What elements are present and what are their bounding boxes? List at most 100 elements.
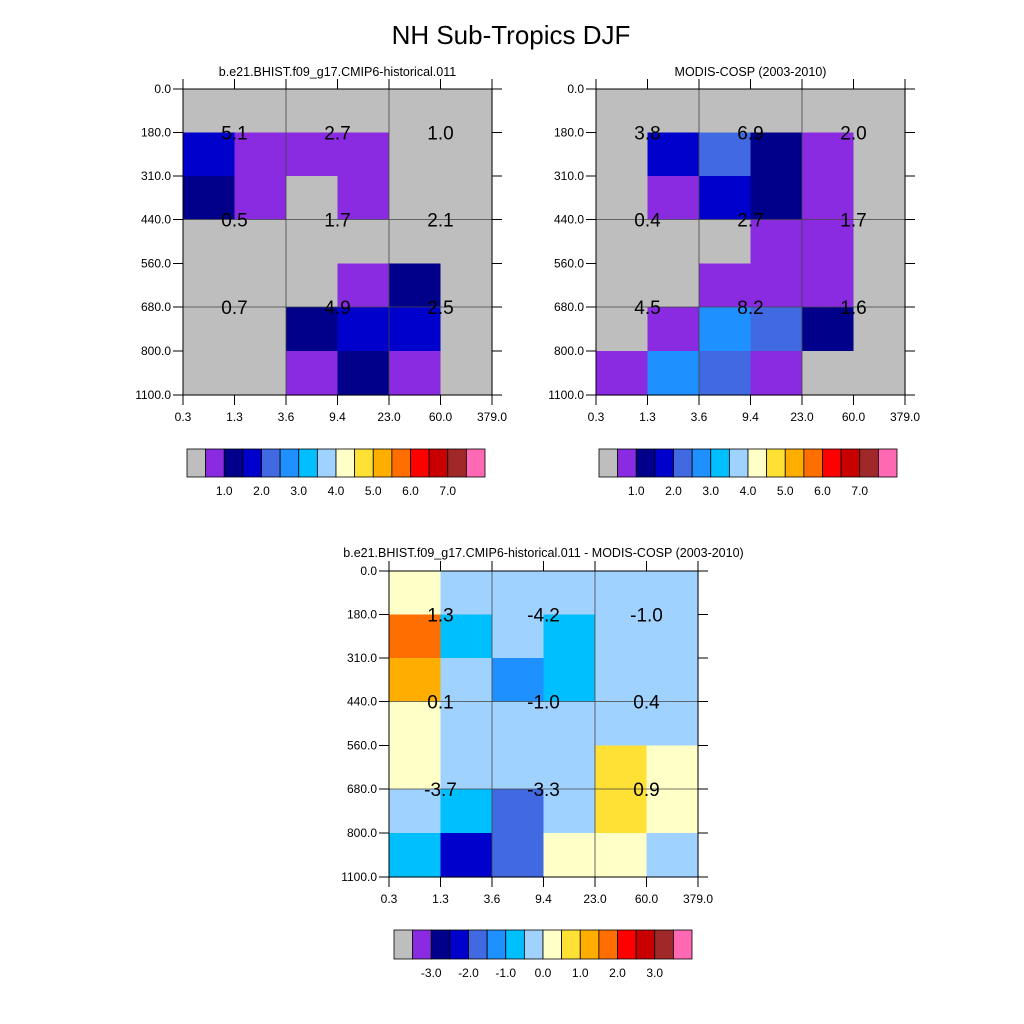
- y-tick-label: 0.0: [360, 564, 377, 578]
- colorbar-label: 1.0: [572, 966, 589, 980]
- colorbar-swatch: [635, 929, 656, 960]
- y-tick-label: 1100.0: [341, 870, 377, 884]
- x-tick-label: 60.0: [429, 410, 453, 424]
- heatmap-cell: [595, 571, 648, 616]
- heatmap-cell: [647, 132, 700, 177]
- heatmap-cell: [647, 351, 700, 396]
- colorbar-label: -1.0: [495, 966, 516, 980]
- heatmap-cell: [337, 263, 390, 308]
- heatmap-cell: [440, 219, 493, 265]
- heatmap-cell: [234, 351, 287, 396]
- heatmap-cell: [699, 176, 752, 221]
- heatmap-cell: [750, 263, 803, 308]
- colorbar-swatch: [412, 929, 432, 960]
- heatmap-cell: [183, 89, 236, 134]
- heatmap-cell: [750, 351, 803, 396]
- heatmap-cell: [440, 701, 493, 747]
- y-tick-label: 0.0: [567, 82, 584, 96]
- heatmap-cell: [595, 658, 648, 703]
- colorbar-label: 6.0: [814, 484, 831, 498]
- heatmap-cell: [234, 176, 287, 221]
- y-tick-label: 800.0: [554, 344, 584, 358]
- data-label: 0.4: [633, 693, 660, 714]
- heatmap-cell: [492, 701, 545, 747]
- data-label: 0.1: [427, 693, 453, 714]
- data-label: 2.0: [840, 124, 866, 145]
- heatmap-cell: [389, 132, 442, 177]
- data-label: -4.2: [527, 606, 560, 627]
- colorbar-label: 3.0: [646, 966, 663, 980]
- data-label: -3.3: [527, 780, 560, 801]
- heatmap-cell: [853, 351, 906, 396]
- x-tick-label: 379.0: [477, 410, 507, 424]
- data-label: 1.0: [427, 124, 453, 145]
- heatmap-cell: [183, 219, 236, 265]
- colorbar-swatch: [840, 448, 861, 478]
- x-tick-label: 3.6: [278, 410, 295, 424]
- heatmap-cell: [647, 263, 700, 308]
- heatmap-cell: [646, 701, 699, 747]
- colorbar-swatch: [505, 929, 525, 960]
- heatmap-cell: [389, 745, 442, 790]
- heatmap-cell: [389, 789, 442, 834]
- data-label: 0.5: [221, 211, 247, 232]
- x-tick-label: 0.3: [175, 410, 192, 424]
- colorbar-swatch: [410, 448, 430, 478]
- y-tick-label: 560.0: [554, 257, 584, 271]
- colorbar-swatch: [579, 929, 600, 960]
- heatmap-cell: [389, 89, 442, 134]
- y-tick-label: 560.0: [141, 257, 171, 271]
- colorbar-label: 0.0: [535, 966, 552, 980]
- colorbar-swatch: [561, 929, 581, 960]
- heatmap-cell: [646, 833, 699, 878]
- panels: b.e21.BHIST.f09_g17.CMIP6-historical.011…: [135, 65, 920, 980]
- colorbar-swatch: [391, 448, 411, 478]
- x-tick-label: 60.0: [842, 410, 866, 424]
- y-tick-label: 680.0: [554, 300, 584, 314]
- heatmap-cell: [543, 833, 596, 878]
- heatmap-cell: [699, 351, 752, 396]
- heatmap-cell: [750, 176, 803, 221]
- colorbar-swatch: [430, 929, 451, 960]
- heatmap-cell: [646, 571, 699, 616]
- heatmap-cell: [183, 176, 236, 221]
- heatmap-cell: [440, 833, 493, 878]
- heatmap-cell: [234, 263, 287, 308]
- colorbar-swatch: [747, 448, 768, 478]
- heatmap-cell: [440, 745, 493, 790]
- heatmap-cell: [183, 307, 236, 352]
- heatmap-cell: [646, 789, 699, 834]
- heatmap-cell: [440, 614, 493, 659]
- colorbar-swatch: [335, 448, 356, 478]
- data-label: 2.5: [427, 298, 453, 319]
- heatmap-cell: [802, 219, 855, 265]
- colorbar-swatch: [654, 929, 674, 960]
- colorbar-swatch: [449, 929, 469, 960]
- heatmap-cell: [492, 658, 545, 703]
- x-tick-label: 379.0: [683, 892, 713, 906]
- colorbar-swatch: [654, 448, 674, 478]
- heatmap-cell: [234, 219, 287, 265]
- colorbar-swatch: [316, 448, 337, 478]
- heatmap-cell: [647, 307, 700, 352]
- colorbar-swatch: [784, 448, 805, 478]
- heatmap-cell: [183, 132, 236, 177]
- heatmap-cell: [440, 571, 493, 616]
- heatmap-cell: [440, 176, 493, 221]
- heatmap-cell: [286, 351, 339, 396]
- y-tick-label: 180.0: [554, 126, 584, 140]
- colorbar-swatch: [803, 448, 823, 478]
- x-tick-label: 60.0: [635, 892, 659, 906]
- heatmap-cell: [286, 176, 339, 221]
- heatmap-cell: [492, 571, 545, 616]
- data-label: -3.7: [424, 780, 457, 801]
- heatmap-cell: [389, 658, 442, 703]
- colorbar-swatch: [261, 448, 281, 478]
- colorbar-swatch: [766, 448, 786, 478]
- heatmap-cell: [647, 219, 700, 265]
- colorbar-swatch: [223, 448, 244, 478]
- data-label: 4.9: [324, 298, 350, 319]
- heatmap-cell: [699, 307, 752, 352]
- colorbar-label: 1.0: [216, 484, 233, 498]
- colorbar-swatch: [542, 929, 563, 960]
